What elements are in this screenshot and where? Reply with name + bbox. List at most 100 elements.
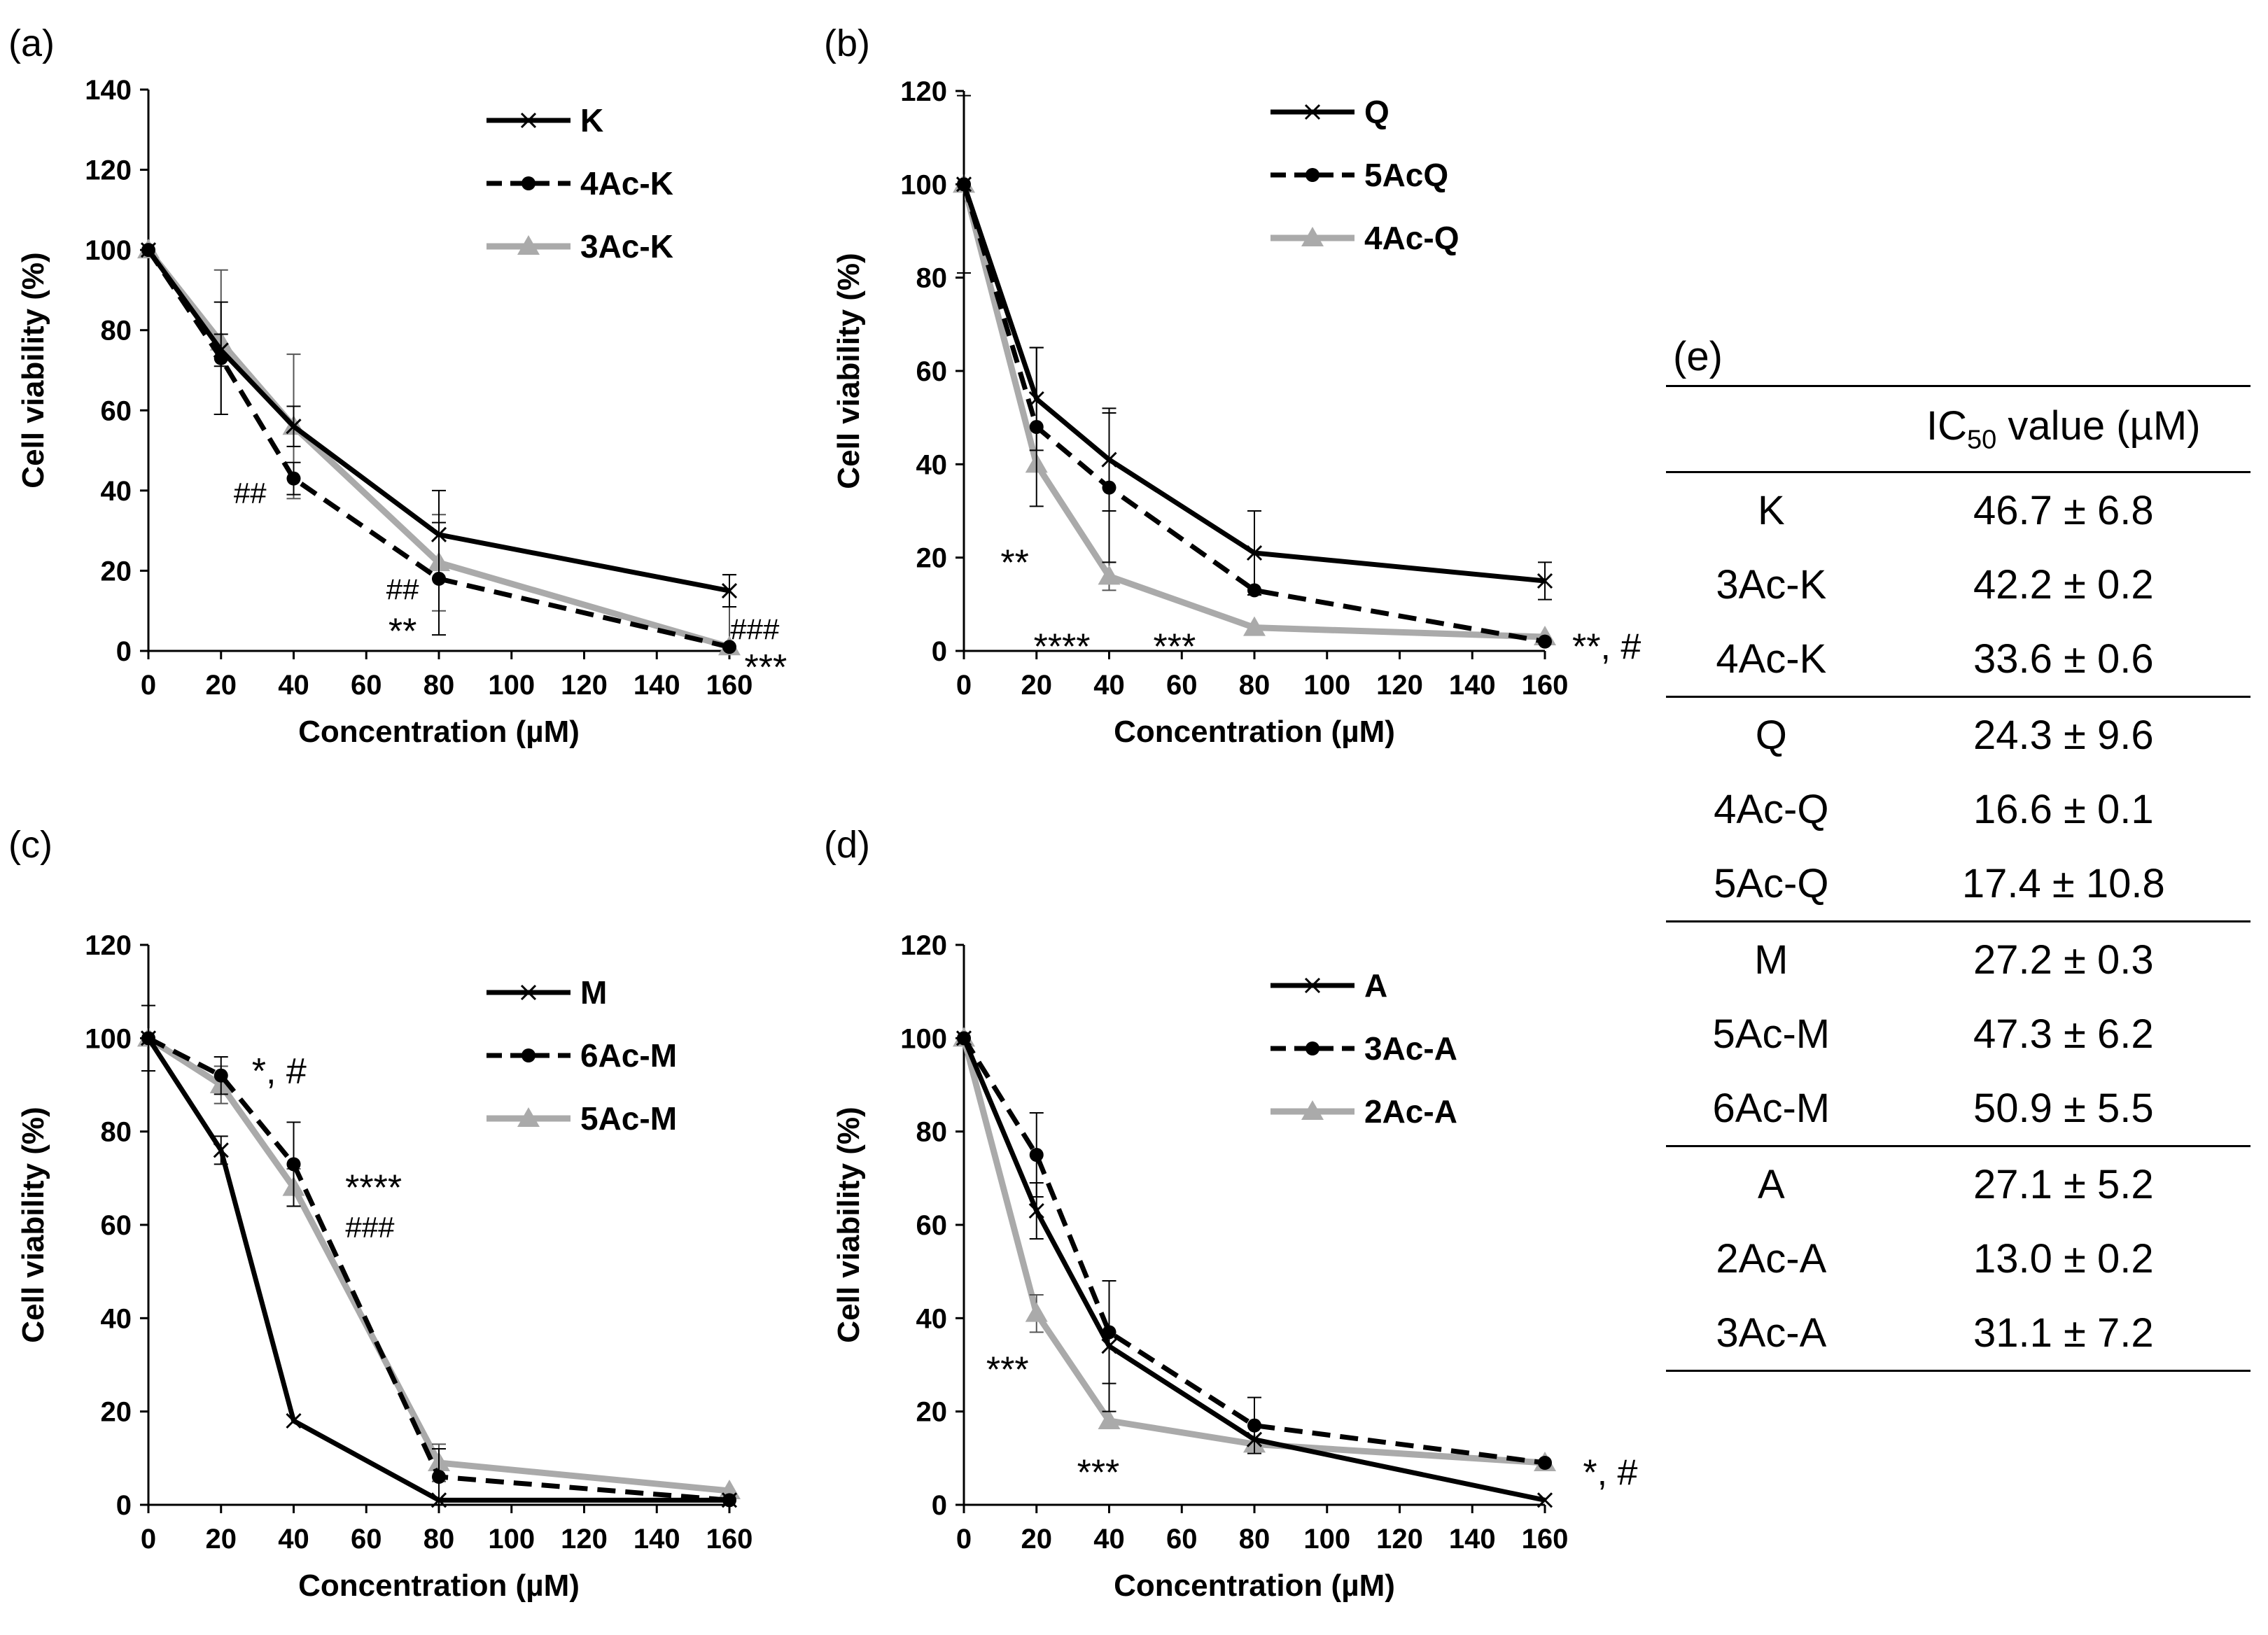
x-tick-label: 160 bbox=[1522, 1524, 1569, 1555]
x-tick-label: 40 bbox=[278, 1524, 309, 1555]
table-row: 4Ac-K 33.6 ± 0.6 bbox=[1666, 622, 2250, 697]
ic50-value-cell: 27.1 ± 5.2 bbox=[1876, 1145, 2250, 1221]
data-point-x bbox=[1536, 573, 1553, 589]
y-tick-label: 60 bbox=[101, 1210, 132, 1241]
x-tick-label: 140 bbox=[634, 1524, 680, 1555]
compound-cell: 3Ac-K bbox=[1716, 561, 1827, 608]
legend-entry-K: K bbox=[486, 102, 603, 139]
series-3Ac-A bbox=[957, 1031, 1552, 1470]
legend-label: 5Ac-M bbox=[580, 1100, 677, 1137]
ic50-value-cell: 31.1 ± 7.2 bbox=[1876, 1296, 2250, 1372]
ic50-value-cell: 47.3 ± 6.2 bbox=[1973, 1011, 2154, 1057]
legend-label: M bbox=[580, 974, 607, 1011]
compound-cell: K bbox=[1666, 471, 1877, 547]
compound-cell: 2Ac-A bbox=[1716, 1235, 1827, 1282]
x-tick-label: 120 bbox=[1376, 670, 1423, 701]
series-M bbox=[140, 1004, 738, 1508]
legend-marker bbox=[1304, 977, 1321, 994]
ic50-value-cell: 42.2 ± 0.2 bbox=[1973, 561, 2154, 608]
chart-c: (c) 0 20 40 60 80 100 120 0 20 40 60 80 100 120 140 160 C… bbox=[8, 824, 753, 1603]
y-tick-label: 20 bbox=[916, 1397, 948, 1428]
x-tick-label: 60 bbox=[351, 670, 382, 701]
y-tick-label: 120 bbox=[85, 930, 132, 961]
y-tick-label: 0 bbox=[932, 636, 947, 667]
data-point-circle bbox=[722, 640, 736, 654]
chart-b: (b) 0 20 40 60 80 100 120 0 20 40 60 80 100 120 140 160 C… bbox=[824, 22, 1641, 749]
y-tick-label: 80 bbox=[916, 263, 948, 294]
series-Q bbox=[955, 94, 1553, 601]
legend-label: Q bbox=[1364, 94, 1390, 130]
table-row: 3Ac-K 42.2 ± 0.2 bbox=[1666, 547, 2250, 622]
data-point-x bbox=[721, 583, 738, 599]
significance-annotation: *** bbox=[1154, 626, 1196, 667]
legend-marker bbox=[1301, 227, 1324, 246]
significance-annotation: ** bbox=[388, 611, 416, 652]
x-tick-label: 160 bbox=[1522, 670, 1569, 701]
data-point-x bbox=[1536, 1492, 1553, 1508]
significance-annotation: ### bbox=[345, 1211, 395, 1244]
panel-label-a: (a) bbox=[8, 22, 55, 64]
data-point-x bbox=[430, 526, 447, 542]
x-tick-label: 60 bbox=[1166, 670, 1198, 701]
legend-marker bbox=[522, 1048, 536, 1062]
x-tick-label: 40 bbox=[1093, 1524, 1125, 1555]
data-point-x bbox=[1101, 1338, 1117, 1354]
y-tick-label: 40 bbox=[101, 476, 132, 507]
compound-cell: M bbox=[1666, 920, 1877, 997]
data-point-x bbox=[1028, 1202, 1044, 1219]
y-tick-label: 20 bbox=[101, 1397, 132, 1428]
table-row: 4Ac-Q 16.6 ± 0.1 bbox=[1666, 772, 2250, 846]
data-point-triangle bbox=[1025, 1302, 1048, 1322]
x-tick-label: 120 bbox=[561, 1524, 608, 1555]
compound-cell: 5Ac-Q bbox=[1714, 860, 1829, 906]
ic50-value-cell: 16.6 ± 0.1 bbox=[1973, 786, 2154, 832]
y-axis-title: Cell viability (%) bbox=[832, 253, 866, 489]
compound-cell: 3Ac-A bbox=[1666, 1296, 1877, 1372]
panel-b: (b) 0 20 40 60 80 100 120 0 20 40 60 80 100 120 140 160 C… bbox=[816, 0, 1666, 777]
legend-entry-Q: Q bbox=[1270, 94, 1390, 130]
chart-a: (a) 0 20 40 60 80 100 120 140 0 20 40 60 80 100 120 140 1… bbox=[8, 22, 788, 749]
ic50-value-cell: 17.4 ± 10.8 bbox=[1961, 860, 2165, 906]
x-axis-title: Concentration (µM) bbox=[1114, 1569, 1395, 1603]
ic50-table-body: K 46.7 ± 6.8 3Ac-K 42.2 ± 0.2 4Ac-K 33.6 ± 0.… bbox=[1666, 471, 2250, 1372]
x-tick-label: 100 bbox=[1303, 1524, 1350, 1555]
y-tick-label: 40 bbox=[101, 1303, 132, 1334]
legend-entry-M: M bbox=[486, 974, 607, 1011]
data-point-circle bbox=[214, 1068, 228, 1083]
x-tick-label: 0 bbox=[141, 1524, 156, 1555]
legend-label: 5AcQ bbox=[1364, 157, 1448, 193]
x-tick-label: 160 bbox=[706, 1524, 753, 1555]
significance-annotation: *** bbox=[745, 647, 788, 688]
y-axis-title: Cell viability (%) bbox=[16, 252, 50, 488]
legend-label: 3Ac-A bbox=[1364, 1030, 1457, 1067]
legend-entry-3Ac-A: 3Ac-A bbox=[1270, 1030, 1457, 1067]
x-tick-label: 0 bbox=[956, 670, 972, 701]
x-tick-label: 100 bbox=[1303, 670, 1350, 701]
table-row: Q 24.3 ± 9.6 bbox=[1666, 696, 2250, 772]
x-tick-label: 100 bbox=[488, 1524, 535, 1555]
x-tick-label: 80 bbox=[1239, 1524, 1270, 1555]
ic50-value-cell: 33.6 ± 0.6 bbox=[1973, 636, 2154, 682]
significance-annotation: ## bbox=[386, 573, 419, 605]
y-axis-title: Cell viability (%) bbox=[16, 1107, 50, 1342]
legend-label: 4Ac-Q bbox=[1364, 220, 1459, 256]
significance-annotation: ## bbox=[234, 477, 267, 510]
data-point-x bbox=[955, 1030, 972, 1046]
data-point-x bbox=[1246, 1431, 1263, 1447]
legend-entry-2Ac-A: 2Ac-A bbox=[1270, 1093, 1457, 1130]
y-tick-label: 100 bbox=[900, 1023, 947, 1054]
y-tick-label: 20 bbox=[916, 543, 948, 574]
x-tick-label: 0 bbox=[956, 1524, 972, 1555]
data-point-x bbox=[213, 1142, 229, 1158]
panel-a: (a) 0 20 40 60 80 100 120 140 0 20 40 60 80 100 120 140 1… bbox=[0, 0, 812, 777]
legend-entry-A: A bbox=[1270, 967, 1387, 1004]
significance-annotation: ### bbox=[730, 613, 780, 646]
y-tick-label: 80 bbox=[916, 1117, 948, 1148]
x-tick-label: 80 bbox=[424, 670, 455, 701]
data-point-triangle bbox=[1098, 1410, 1121, 1429]
y-tick-label: 120 bbox=[85, 155, 132, 186]
table-row: K 46.7 ± 6.8 bbox=[1666, 471, 2250, 547]
table-row: M 27.2 ± 0.3 bbox=[1666, 920, 2250, 997]
x-tick-label: 40 bbox=[1093, 670, 1125, 701]
y-tick-label: 100 bbox=[85, 1023, 132, 1054]
